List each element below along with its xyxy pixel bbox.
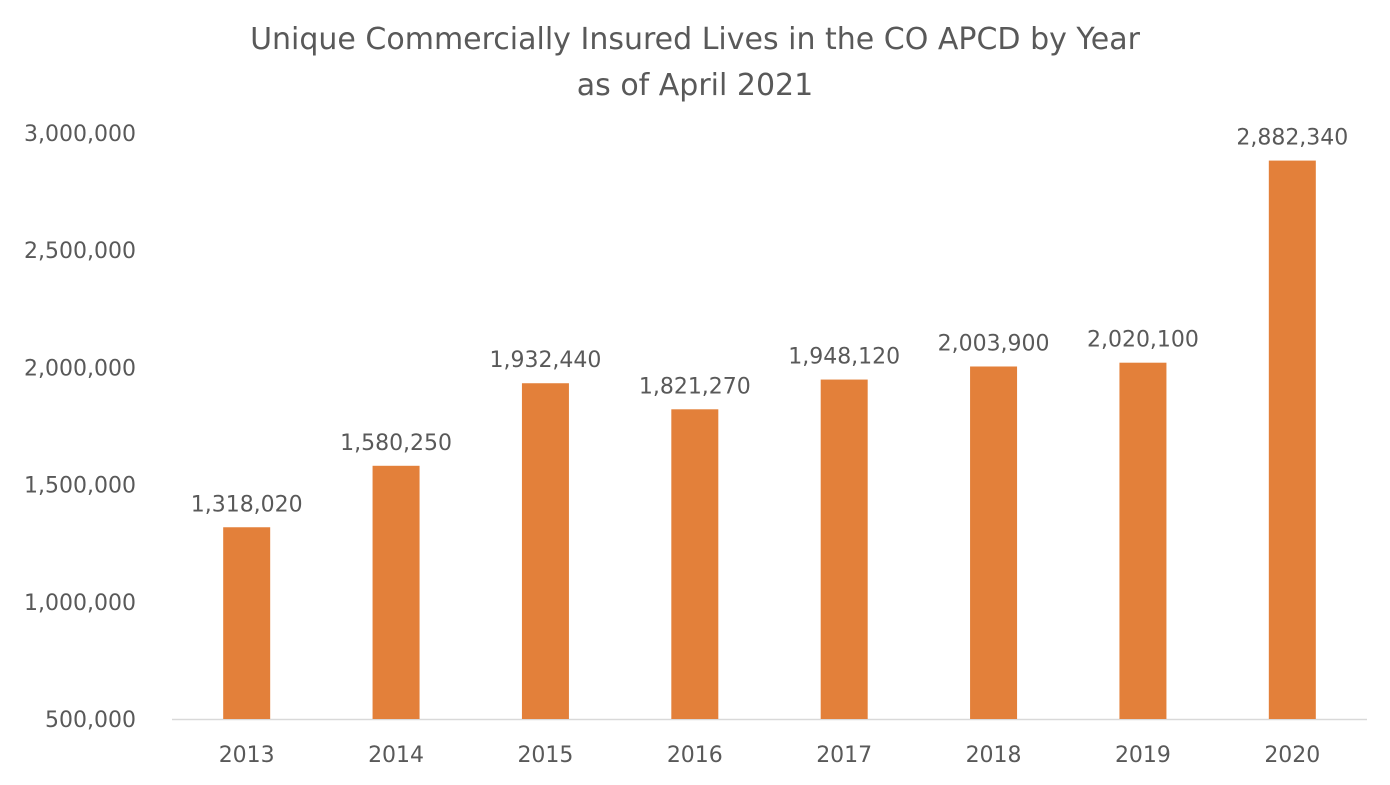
bar <box>820 379 868 719</box>
bar <box>1268 160 1316 720</box>
x-tick-label: 2018 <box>966 743 1022 768</box>
x-tick-label: 2019 <box>1115 743 1171 768</box>
data-label: 1,580,250 <box>340 431 452 456</box>
y-tick-label: 2,000,000 <box>24 356 136 381</box>
bar <box>521 383 569 719</box>
bar <box>223 527 271 719</box>
x-tick-label: 2014 <box>368 743 424 768</box>
y-tick-label: 500,000 <box>45 708 136 733</box>
bar <box>671 409 719 719</box>
y-tick-label: 2,500,000 <box>24 239 136 264</box>
x-tick-label: 2020 <box>1264 743 1320 768</box>
y-tick-label: 3,000,000 <box>24 122 136 147</box>
data-label: 2,003,900 <box>938 331 1050 356</box>
bar <box>970 366 1018 719</box>
chart-title: Unique Commercially Insured Lives in the… <box>250 22 1140 57</box>
x-tick-label: 2017 <box>816 743 872 768</box>
data-label: 2,882,340 <box>1236 126 1348 151</box>
y-tick-label: 1,500,000 <box>24 474 136 499</box>
x-tick-label: 2016 <box>667 743 723 768</box>
x-tick-label: 2013 <box>219 743 275 768</box>
y-tick-label: 1,000,000 <box>24 591 136 616</box>
data-label: 1,318,020 <box>191 492 303 517</box>
data-label: 1,948,120 <box>788 345 900 370</box>
data-label: 1,821,270 <box>639 374 751 399</box>
x-tick-label: 2015 <box>517 743 573 768</box>
data-label: 2,020,100 <box>1087 328 1199 353</box>
bar <box>1119 362 1167 719</box>
chart-subtitle: as of April 2021 <box>576 68 814 103</box>
bar <box>372 465 420 719</box>
data-label: 1,932,440 <box>489 348 601 373</box>
